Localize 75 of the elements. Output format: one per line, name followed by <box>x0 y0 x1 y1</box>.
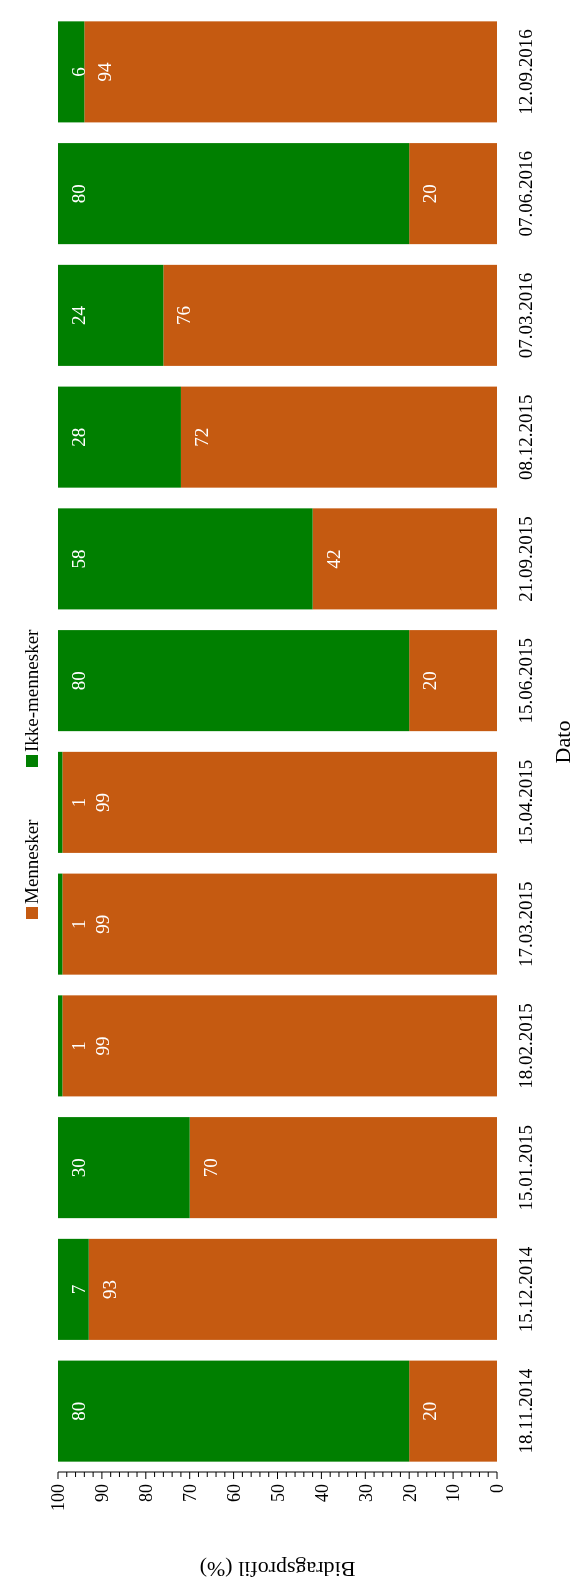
data-label: 93 <box>98 1279 120 1299</box>
x-axis-title: Bidragsprofil (%) <box>199 1557 356 1582</box>
data-label: 30 <box>68 1158 89 1178</box>
y-tick-label: 18.11.2014 <box>515 1368 536 1454</box>
data-label: 1 <box>68 919 89 929</box>
bar <box>84 21 497 123</box>
data-label: 20 <box>419 1401 441 1421</box>
y-axis-title: Dato <box>550 720 575 764</box>
data-label: 42 <box>322 549 344 569</box>
bar <box>58 143 410 245</box>
bar <box>409 1360 497 1462</box>
bar <box>409 630 497 732</box>
y-tick-label: 17.03.2015 <box>515 881 536 967</box>
bar <box>58 1117 190 1219</box>
bar <box>58 264 164 366</box>
bar <box>180 386 497 488</box>
x-tick-label: 10 <box>443 1484 464 1502</box>
text: Ikke-mennesker <box>21 628 42 752</box>
y-tick-label: 15.12.2014 <box>515 1246 536 1333</box>
data-label: 1 <box>68 797 89 808</box>
data-label: 99 <box>92 792 113 812</box>
bar <box>58 995 63 1097</box>
x-tick-label: 80 <box>136 1484 157 1502</box>
bar <box>62 873 497 975</box>
data-label: 28 <box>68 427 89 447</box>
bar <box>189 1117 497 1219</box>
data-label: 20 <box>419 671 441 691</box>
data-label: 1 <box>68 1041 89 1051</box>
data-label: 80 <box>68 1401 89 1421</box>
data-label: 7 <box>68 1284 89 1295</box>
x-tick-label: 20 <box>399 1484 420 1502</box>
x-tick-label: 90 <box>92 1484 113 1502</box>
bar <box>409 143 497 245</box>
bar <box>58 508 313 610</box>
bar <box>88 1238 497 1340</box>
y-tick-label: 15.06.2015 <box>515 637 536 724</box>
y-tick-label: 07.03.2016 <box>515 272 536 359</box>
data-label: 76 <box>173 305 195 325</box>
text: Mennesker <box>21 818 42 904</box>
bar <box>163 264 497 366</box>
y-tick-label: 18.02.2015 <box>515 1003 536 1089</box>
x-tick-label: 50 <box>267 1484 288 1502</box>
data-label: 99 <box>92 914 113 934</box>
data-label: 99 <box>92 1036 113 1056</box>
bar <box>58 751 63 853</box>
data-label: 58 <box>68 549 89 569</box>
bar <box>58 1360 410 1462</box>
data-label: 94 <box>94 61 116 82</box>
x-tick-label: 30 <box>355 1484 376 1502</box>
data-label: 80 <box>68 671 89 691</box>
bar <box>58 386 181 488</box>
x-tick-label: 100 <box>48 1484 69 1511</box>
data-label: 20 <box>419 184 441 204</box>
bar <box>312 508 497 610</box>
bar <box>58 630 410 732</box>
data-label: 80 <box>68 184 89 204</box>
y-tick-label: 07.06.2016 <box>515 150 536 237</box>
bar <box>58 1238 89 1340</box>
x-tick-label: 60 <box>223 1484 244 1502</box>
bar <box>58 21 85 123</box>
y-tick-label: 21.09.2015 <box>515 516 536 602</box>
y-tick-label: 12.09.2016 <box>515 29 536 115</box>
data-label: 6 <box>68 67 89 77</box>
data-label: 70 <box>199 1158 221 1178</box>
x-tick-label: 0 <box>487 1484 508 1493</box>
bar <box>58 873 63 975</box>
y-tick-label: 08.12.2015 <box>515 394 536 480</box>
bar <box>62 995 497 1097</box>
bar <box>62 751 497 853</box>
data-label: 72 <box>190 427 212 447</box>
y-tick-label: 15.04.2015 <box>515 759 536 846</box>
y-tick-label: 15.01.2015 <box>515 1124 536 1211</box>
x-tick-label: 40 <box>311 1484 332 1502</box>
x-tick-label: 70 <box>180 1484 200 1502</box>
data-label: 24 <box>68 305 89 325</box>
